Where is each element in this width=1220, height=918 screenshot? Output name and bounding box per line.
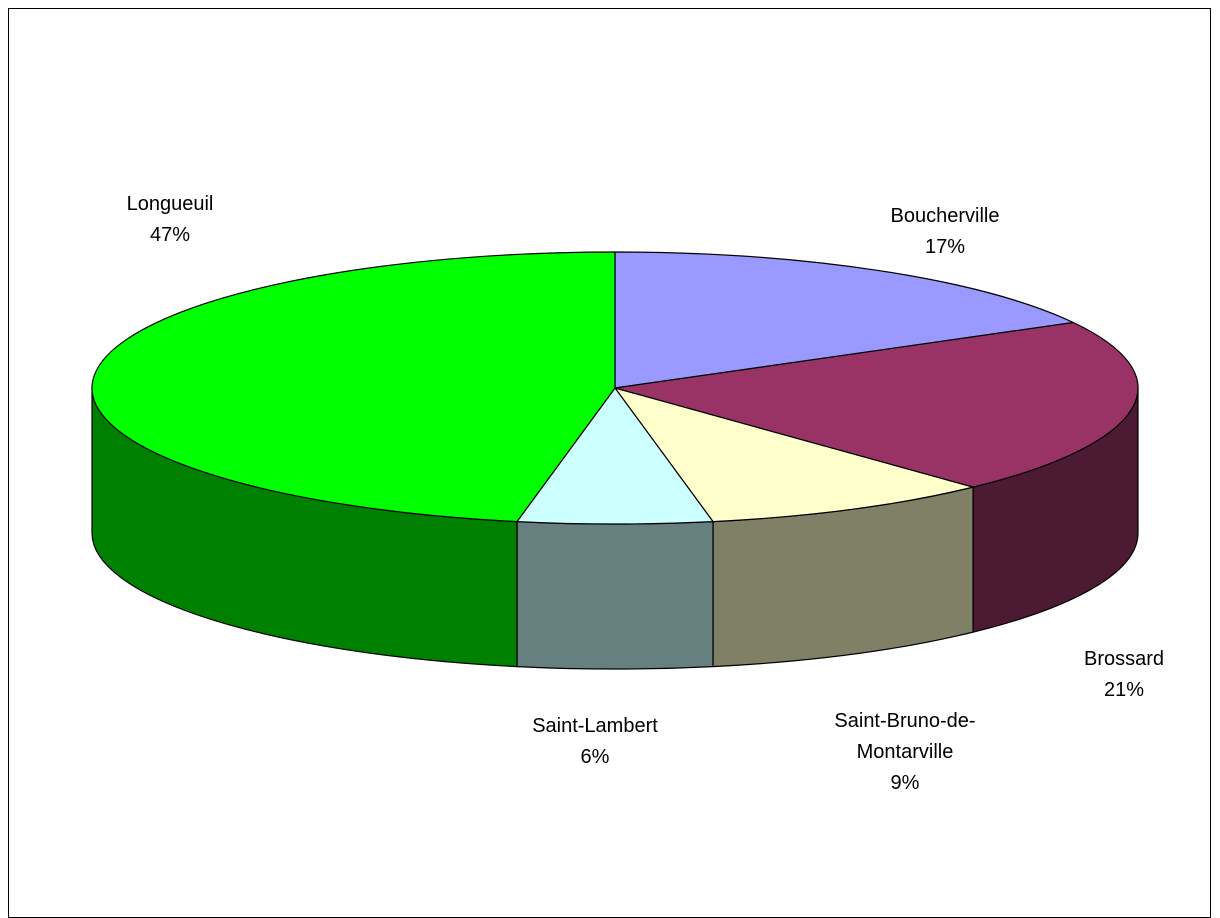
pie-slice-boucherville bbox=[614, 251, 1074, 389]
data-label-boucherville: Boucherville 17% bbox=[891, 205, 1000, 258]
pie-slice-longueuil bbox=[91, 251, 616, 523]
pie-side-saint-lambert bbox=[516, 520, 714, 670]
slice-label: Brossard bbox=[1084, 648, 1164, 670]
slice-label: Boucherville bbox=[891, 205, 1000, 227]
pie-sides bbox=[91, 387, 1139, 670]
pie-slice-brossard bbox=[614, 321, 1139, 488]
slice-percent: 47% bbox=[150, 224, 190, 246]
pie-labels: Boucherville 17% Brossard 21% Saint-Bruno-de… bbox=[127, 193, 1164, 794]
slice-percent: 9% bbox=[891, 772, 920, 794]
data-label-longueuil: Longueuil 47% bbox=[127, 193, 214, 246]
slice-label: Saint-Bruno-de- bbox=[834, 710, 975, 732]
slice-percent: 17% bbox=[925, 236, 965, 258]
slice-percent: 21% bbox=[1104, 679, 1144, 701]
slice-label: Montarville bbox=[857, 741, 954, 763]
slice-label: Longueuil bbox=[127, 193, 214, 215]
slice-percent: 6% bbox=[581, 746, 610, 768]
pie-tops bbox=[91, 251, 1139, 525]
slice-label: Saint-Lambert bbox=[532, 715, 658, 737]
data-label-brossard: Brossard 21% bbox=[1084, 648, 1164, 701]
pie-slice-saint-lambert bbox=[516, 387, 714, 525]
pie-slice-saint-bruno-de-montarville bbox=[614, 387, 974, 523]
data-label-saint-bruno-de-montarville: Saint-Bruno-de- Montarville 9% bbox=[834, 710, 975, 794]
data-label-saint-lambert: Saint-Lambert 6% bbox=[532, 715, 658, 768]
